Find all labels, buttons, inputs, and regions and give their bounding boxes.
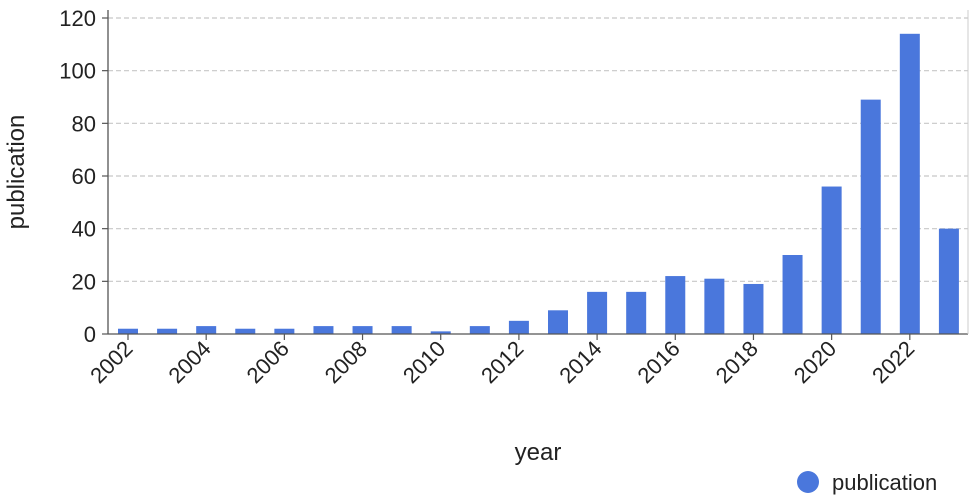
x-axis-title: year [515,439,562,466]
bar-2007 [313,326,334,334]
y-axis-title: publication [3,115,30,230]
bar-2004 [196,326,217,334]
bar-2009 [391,326,412,334]
bar-2018 [743,283,764,334]
bar-2019 [782,255,803,334]
y-tick-labels: 0 20 40 60 80 100 120 [59,6,96,347]
x-tick-label: 2020 [789,336,841,388]
legend-label-publication: publication [832,470,937,495]
y-tick-label: 20 [72,269,96,294]
axes [102,10,969,340]
bar-2005 [235,328,256,334]
bar-2020 [821,186,842,334]
bar-2008 [352,326,373,334]
y-tick-label: 60 [72,164,96,189]
bar-2014 [587,291,608,334]
bar-2012 [508,320,529,334]
bar-2017 [704,278,725,334]
bar-2013 [548,310,568,334]
legend-swatch-publication [797,471,819,493]
x-tick-label: 2018 [711,336,763,388]
x-tick-label: 2008 [320,336,372,388]
bar-2010 [430,331,451,334]
x-tick-label: 2016 [633,336,685,388]
x-tick-label: 2022 [867,336,919,388]
bar-2022 [899,33,920,335]
y-tick-label: 120 [59,6,96,31]
x-tick-label: 2012 [476,336,528,388]
bar-2015 [626,291,647,334]
y-tick-label: 80 [72,111,96,136]
x-tick-label: 2006 [242,336,294,388]
bar-2016 [665,276,686,334]
bar-2006 [274,328,295,334]
bar-2002 [118,328,138,334]
y-tick-label: 100 [59,59,96,84]
y-tick-label: 40 [72,217,96,242]
bar-2023 [938,228,959,334]
legend: publication [797,470,937,495]
x-tick-labels: 2002 2004 2006 2008 2010 2012 2014 2016 2018 2020… [85,336,919,388]
y-tick-label: 0 [84,322,96,347]
bar-2021 [860,99,881,334]
bar-2003 [157,328,178,334]
bars [118,33,959,335]
bar-2011 [469,326,490,334]
x-tick-label: 2014 [554,336,606,388]
x-tick-label: 2010 [398,336,450,388]
x-tick-label: 2004 [163,336,215,388]
